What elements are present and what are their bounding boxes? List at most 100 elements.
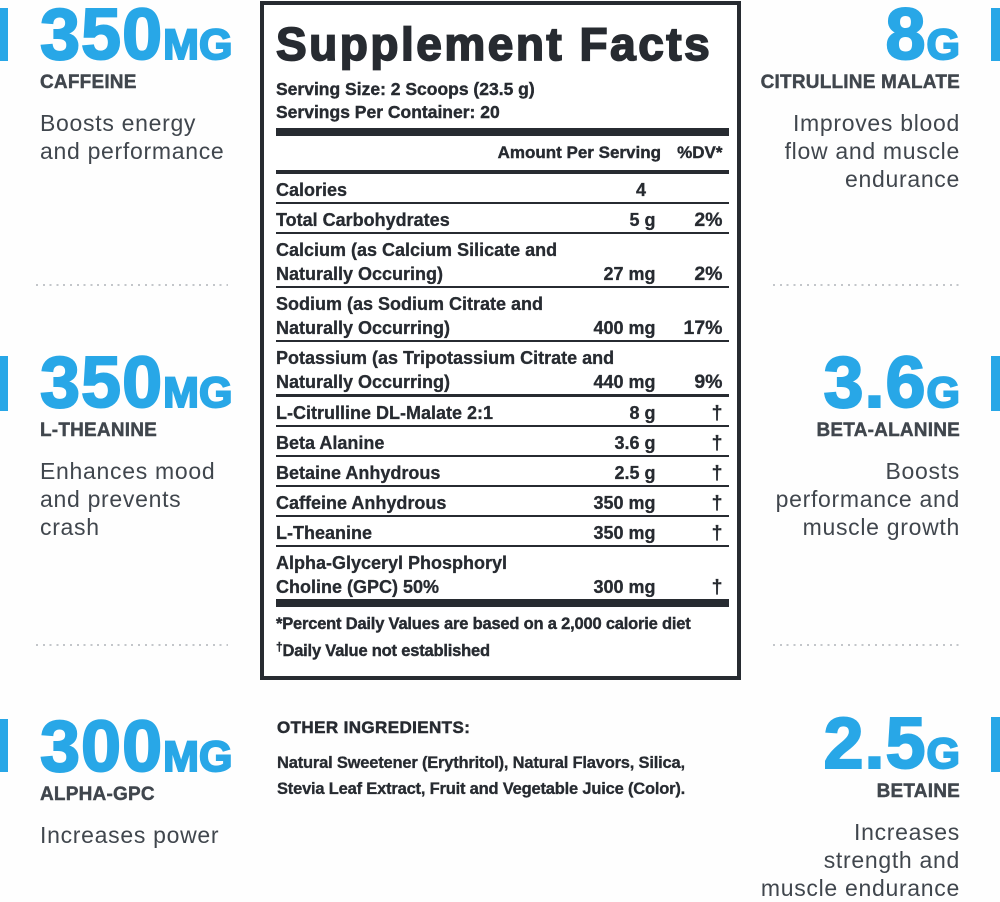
- edge-bar-left-2: [0, 356, 8, 411]
- row-dv: 2%: [694, 208, 723, 231]
- row-dv: †: [711, 491, 723, 514]
- stat-beta-alanine-name: BETA-ALANINE: [816, 419, 960, 441]
- row-amount: 3.6 g: [614, 432, 656, 453]
- row-dv: 9%: [694, 370, 723, 393]
- stat-number: 8: [884, 0, 927, 75]
- divider-left-2: [36, 644, 228, 646]
- row-name-line: Alpha-Glyceryl Phosphoryl: [276, 552, 508, 573]
- facts-header-row: Amount Per Serving %DV*: [276, 136, 729, 170]
- row-name: L-Theanine: [276, 522, 373, 543]
- row-name-line: Naturally Occuring): [276, 263, 444, 284]
- stat-desc-line: Increases: [853, 818, 960, 845]
- stat-unit: G: [926, 368, 961, 417]
- stat-citrulline-malate-value: 8G: [761, 0, 961, 72]
- stat-beta-alanine-value: 3.6G: [776, 346, 961, 420]
- row-dv: †: [711, 401, 723, 424]
- row-amount: 2.5 g: [614, 462, 656, 483]
- stat-alpha-gpc-value: 300MG: [39, 710, 233, 784]
- separator-header: [276, 169, 729, 174]
- panel-title: Supplement Facts: [275, 18, 713, 70]
- row-amount: 27 mg: [603, 263, 656, 284]
- fact-row-l-citrulline: L-Citrulline DL-Malate 2:1 8 g †: [276, 397, 729, 427]
- divider-right-2: [773, 644, 961, 646]
- stat-citrulline-malate-desc: Improves blood flow and muscle endurance: [761, 109, 960, 193]
- col-header-dv: %DV*: [677, 142, 723, 162]
- row-name-line: Naturally Occurring): [276, 371, 451, 392]
- footnote-daily-value-text: Daily Value not established: [282, 641, 490, 660]
- row-name-line: Potassium (as Tripotassium Citrate and: [276, 347, 615, 368]
- stat-alpha-gpc-name: ALPHA-GPC: [40, 783, 155, 805]
- stat-l-theanine-desc: Enhances mood and prevents crash: [40, 457, 232, 541]
- stat-desc-line: Increases power: [40, 821, 220, 848]
- supplement-facts-panel: Supplement Facts Serving Size: 2 Scoops …: [260, 1, 741, 680]
- stat-number: 350: [39, 342, 164, 423]
- row-name: Alpha-Glyceryl Phosphoryl Choline (GPC) 5…: [276, 551, 729, 599]
- row-amount: 400 mg: [593, 317, 656, 338]
- row-name: Calcium (as Calcium Silicate and Naturall…: [276, 238, 729, 286]
- fact-row-calories: Calories 4: [276, 174, 729, 204]
- stat-desc-line: muscle growth: [802, 513, 960, 540]
- stat-number: 300: [39, 706, 164, 787]
- row-amount: 350 mg: [593, 522, 656, 543]
- edge-bar-right-3: [991, 717, 1000, 772]
- col-header-amount: Amount Per Serving: [497, 142, 661, 162]
- stat-desc-line: and prevents: [40, 485, 182, 512]
- stat-beta-alanine: 3.6G BETA-ALANINE Boosts performance and m…: [776, 346, 961, 541]
- stat-l-theanine-name: L-THEANINE: [40, 419, 158, 441]
- fact-row-total-carbohydrates: Total Carbohydrates 5 g 2%: [276, 204, 729, 234]
- stat-betaine-desc: Increases strength and muscle endurance: [761, 818, 960, 902]
- stat-number: 3.6: [822, 342, 927, 423]
- stat-alpha-gpc-desc: Increases power: [40, 821, 232, 849]
- fact-row-alpha-gpc: Alpha-Glyceryl Phosphoryl Choline (GPC) 5…: [276, 547, 729, 599]
- stat-desc-line: crash: [40, 513, 100, 540]
- row-amount: 5 g: [629, 209, 656, 230]
- stat-l-theanine-value: 350MG: [39, 346, 233, 420]
- edge-bar-left-1: [0, 8, 8, 61]
- footnote-percent: *Percent Daily Values are based on a 2,0…: [276, 615, 691, 633]
- fact-row-potassium: Potassium (as Tripotassium Citrate and Na…: [276, 342, 729, 397]
- stat-desc-line: muscle endurance: [760, 874, 960, 901]
- fact-row-beta-alanine: Beta Alanine 3.6 g †: [276, 427, 729, 457]
- row-amount: 300 mg: [593, 576, 656, 597]
- fact-row-calcium: Calcium (as Calcium Silicate and Naturall…: [276, 234, 729, 288]
- stat-alpha-gpc: 300MG ALPHA-GPC Increases power: [39, 710, 233, 849]
- stat-betaine-name: BETAINE: [876, 780, 960, 802]
- stat-desc-line: flow and muscle: [784, 137, 960, 164]
- fact-row-l-theanine: L-Theanine 350 mg †: [276, 517, 729, 547]
- stat-citrulline-malate-name: CITRULLINE MALATE: [760, 71, 960, 93]
- edge-bar-right-2: [991, 356, 1000, 411]
- stat-desc-line: Enhances mood: [40, 457, 216, 484]
- stat-beta-alanine-desc: Boosts performance and muscle growth: [776, 457, 960, 541]
- stat-desc-line: Boosts energy: [40, 109, 197, 136]
- row-name: Sodium (as Sodium Citrate and Naturally O…: [276, 292, 729, 340]
- dagger-mark: †: [276, 639, 283, 654]
- stat-unit: MG: [162, 732, 233, 781]
- stat-betaine-value: 2.5G: [761, 707, 961, 781]
- row-name-line: Choline (GPC) 50%: [276, 576, 440, 597]
- fact-row-sodium: Sodium (as Sodium Citrate and Naturally O…: [276, 288, 729, 342]
- stat-caffeine-name: CAFFEINE: [40, 71, 137, 93]
- stat-l-theanine: 350MG L-THEANINE Enhances mood and preven…: [39, 346, 233, 541]
- stat-desc-line: endurance: [845, 165, 960, 192]
- row-dv: 2%: [694, 262, 723, 285]
- other-ingredients-heading: OTHER INGREDIENTS:: [277, 718, 471, 738]
- stat-number: 2.5: [822, 703, 927, 784]
- row-name: Potassium (as Tripotassium Citrate and Na…: [276, 346, 729, 394]
- edge-bar-left-3: [0, 719, 8, 772]
- row-dv: 17%: [683, 316, 723, 339]
- stat-desc-line: and performance: [40, 137, 225, 164]
- stat-desc-line: strength and: [823, 846, 960, 873]
- stat-unit: G: [926, 20, 961, 69]
- stat-desc-line: Improves blood: [792, 109, 960, 136]
- edge-bar-right-1: [991, 8, 1000, 61]
- stat-caffeine-value: 350MG: [39, 0, 233, 72]
- servings-per-container: Servings Per Container: 20: [276, 101, 500, 122]
- row-name: Caffeine Anhydrous: [276, 492, 447, 513]
- fact-row-caffeine-anhydrous: Caffeine Anhydrous 350 mg †: [276, 487, 729, 517]
- row-dv: †: [711, 461, 723, 484]
- row-amount: 440 mg: [593, 371, 656, 392]
- row-name: Beta Alanine: [276, 432, 385, 453]
- stat-unit: G: [926, 729, 961, 778]
- divider-right-1: [773, 284, 961, 286]
- row-dv: †: [711, 575, 723, 598]
